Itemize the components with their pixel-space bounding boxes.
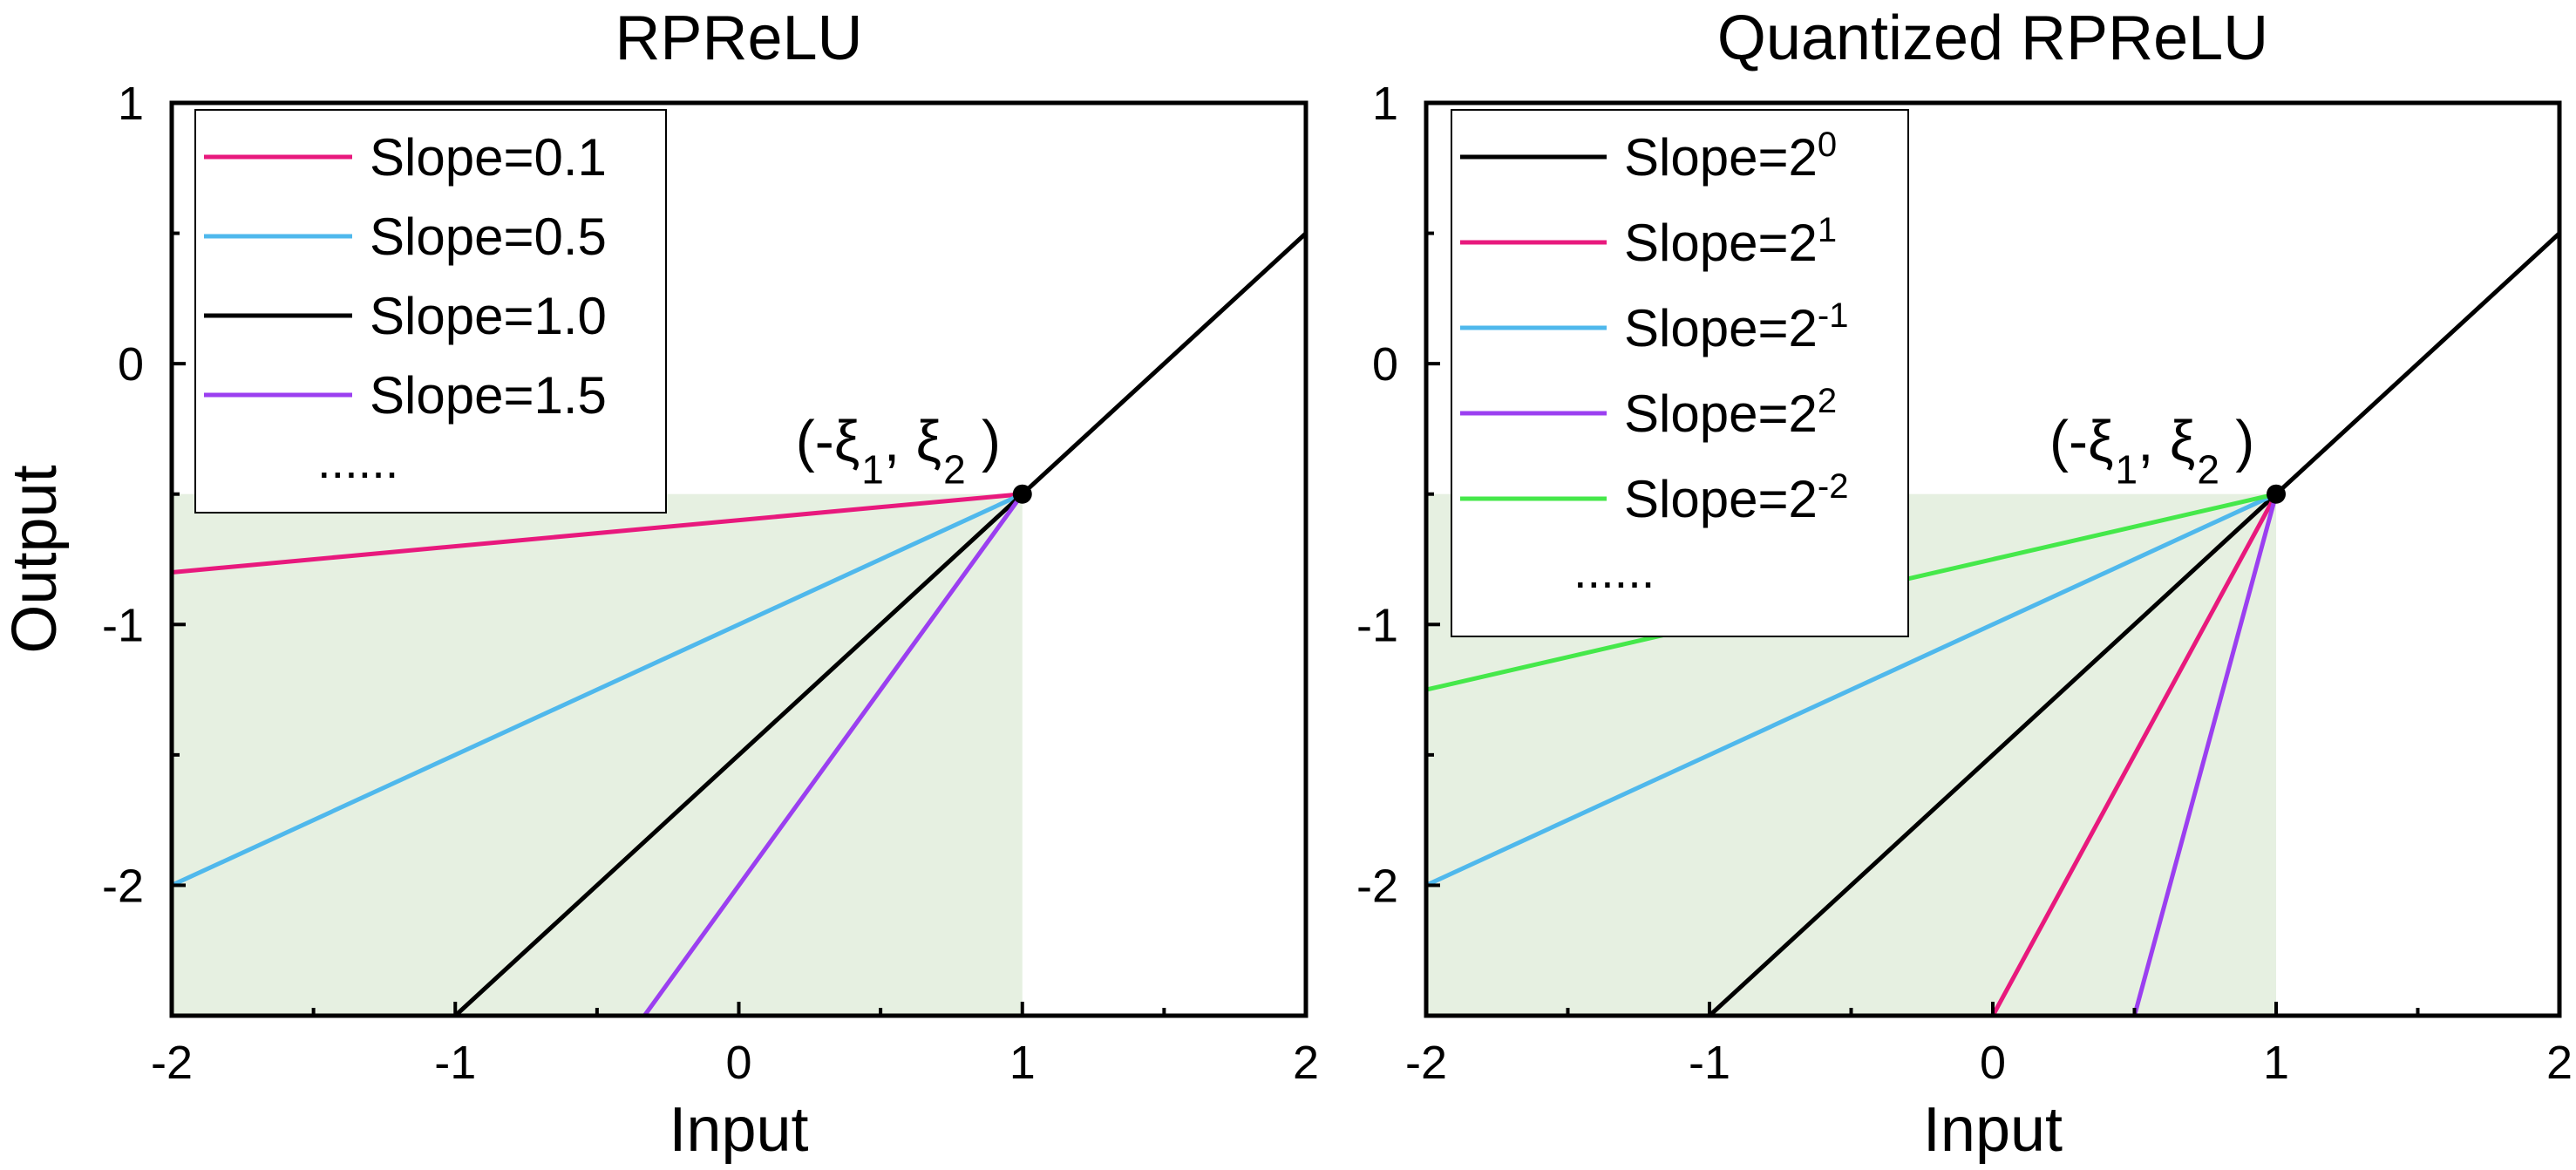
legend: Slope=20Slope=21Slope=2-1Slope=22Slope=2…	[1451, 109, 1909, 637]
chart-title: Quantized RPReLU	[1717, 3, 2268, 73]
subscript: 2	[2197, 447, 2219, 493]
subscript: 1	[2116, 447, 2138, 493]
legend: Slope=0.1 Slope=0.5 Slope=1.0 Slope=1.5....…	[194, 109, 667, 514]
series-line-2	[172, 492, 1023, 888]
label-part: , ξ	[2138, 409, 2195, 473]
series-line-3	[1426, 492, 2278, 888]
legend-label: Slope=22	[1624, 382, 1837, 443]
x-tick-label: -2	[1405, 1037, 1447, 1089]
legend-label-base: Slope=2	[1624, 299, 1818, 357]
breakpoint-marker	[1012, 484, 1032, 504]
legend-label: Slope=2-1	[1624, 296, 1848, 357]
legend-label: Slope=0.1	[370, 128, 607, 187]
x-axis-label: Input	[669, 1095, 808, 1165]
legend-label-base: Slope=1.5	[370, 366, 607, 425]
x-axis-label: Input	[1923, 1095, 2063, 1165]
legend-ellipsis: ......	[1573, 543, 1655, 598]
legend-label: Slope=2-2	[1624, 467, 1848, 528]
series-line-3	[453, 231, 1306, 1016]
x-tick-label: -1	[434, 1037, 476, 1089]
legend-label-exponent: -2	[1818, 467, 1849, 506]
x-tick-label: 2	[2546, 1037, 2573, 1089]
subscript: 1	[861, 447, 884, 493]
series-line-1	[1708, 231, 2559, 1016]
label-part: (-ξ	[796, 409, 860, 473]
breakpoint-label: (-ξ1, ξ2 )	[2049, 409, 2254, 493]
legend-label: Slope=21	[1624, 211, 1837, 272]
y-tick-label: -2	[102, 860, 144, 912]
legend-label: Slope=1.0	[370, 287, 607, 345]
label-part: (-ξ	[2049, 409, 2114, 473]
series-line-1	[172, 492, 1023, 575]
y-tick-label: -1	[1356, 599, 1398, 651]
chart-title: RPReLU	[615, 3, 862, 73]
legend-label-exponent: 1	[1818, 211, 1837, 249]
legend-label-base: Slope=2	[1624, 470, 1818, 528]
legend-box	[194, 109, 667, 514]
y-axis-label: Output	[0, 465, 70, 653]
legend-label-exponent: 2	[1818, 382, 1837, 420]
x-tick-label: 2	[1293, 1037, 1319, 1089]
legend-label-exponent: 0	[1818, 126, 1837, 164]
legend-label-base: Slope=2	[1624, 384, 1818, 443]
x-tick-label: 1	[2263, 1037, 2289, 1089]
x-tick-label: 0	[1980, 1037, 2006, 1089]
label-part: )	[966, 409, 1001, 473]
breakpoint-label: (-ξ1, ξ2 )	[796, 409, 1001, 493]
x-tick-label: 0	[725, 1037, 751, 1089]
series-line-4	[642, 493, 1024, 1016]
legend-label: Slope=1.5	[370, 366, 607, 425]
y-tick-label: 0	[1372, 338, 1398, 391]
legend-label-base: Slope=2	[1624, 214, 1818, 272]
legend-label-base: Slope=0.5	[370, 207, 607, 266]
y-tick-label: -2	[1356, 860, 1398, 912]
label-part: )	[2219, 409, 2254, 473]
label-part: , ξ	[884, 409, 941, 473]
legend-label: Slope=0.5	[370, 207, 607, 266]
legend-label: Slope=20	[1624, 126, 1837, 187]
legend-label-base: Slope=2	[1624, 128, 1818, 187]
y-tick-label: -1	[102, 599, 144, 651]
y-tick-label: 1	[1372, 78, 1398, 130]
subscript: 2	[943, 447, 966, 493]
breakpoint-marker	[2267, 484, 2286, 504]
x-tick-label: -2	[151, 1037, 193, 1089]
x-tick-label: -1	[1689, 1037, 1730, 1089]
legend-label-base: Slope=0.1	[370, 128, 607, 187]
legend-ellipsis: ......	[317, 433, 398, 488]
series-lines	[172, 231, 1306, 1016]
legend-box	[1451, 109, 1909, 637]
x-tick-label: 1	[1009, 1037, 1036, 1089]
series-line-2	[1990, 493, 2279, 1016]
y-tick-label: 1	[118, 78, 144, 130]
y-tick-label: 0	[118, 338, 144, 391]
legend-label-base: Slope=1.0	[370, 287, 607, 345]
series-line-4	[2132, 493, 2279, 1016]
legend-label-exponent: -1	[1818, 296, 1849, 335]
shaded-region	[172, 493, 1023, 1016]
